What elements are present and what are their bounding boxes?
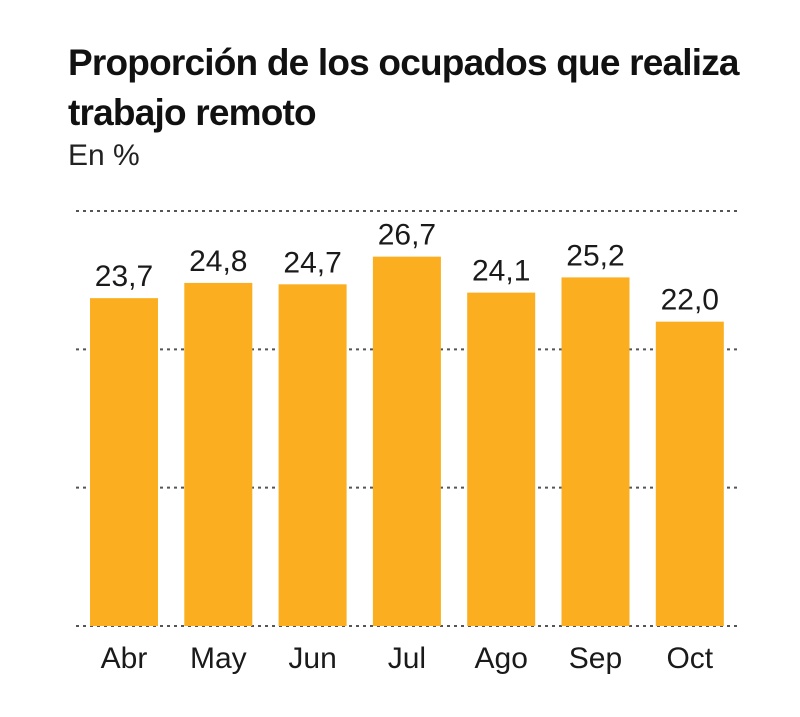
data-label-ago: 24,1: [472, 255, 530, 288]
bars: [90, 256, 724, 626]
data-label-sep: 25,2: [566, 239, 624, 272]
bar-jun: [278, 284, 347, 626]
bar-ago: [467, 292, 536, 626]
x-tick-label-sep: Sep: [569, 642, 622, 675]
data-label-jul: 26,7: [378, 219, 436, 252]
bar-abr: [90, 298, 158, 626]
x-axis-tick-labels: Abr May Jun Jul Ago Sep Oct: [101, 642, 714, 675]
x-tick-label-abr: Abr: [101, 642, 148, 675]
chart-title: Proporción de los ocupados que realiza t…: [68, 42, 739, 133]
bar-sep: [561, 277, 630, 626]
data-label-oct: 22,0: [661, 284, 719, 317]
data-labels: 23,7 24,8 24,7 26,7 24,1 25,2 22,0: [95, 219, 719, 317]
x-tick-label-jul: Jul: [388, 642, 426, 675]
x-tick-label-may: May: [190, 642, 247, 675]
data-label-jun: 24,7: [283, 246, 341, 279]
chart-subtitle: En %: [68, 139, 140, 172]
bar-oct: [655, 321, 724, 626]
x-tick-label-ago: Ago: [475, 642, 528, 675]
data-label-may: 24,8: [189, 245, 247, 278]
x-tick-label-jun: Jun: [288, 642, 336, 675]
x-tick-label-oct: Oct: [666, 642, 713, 675]
bar-jul: [372, 256, 441, 626]
bar-may: [184, 282, 253, 626]
data-label-abr: 23,7: [95, 260, 153, 293]
